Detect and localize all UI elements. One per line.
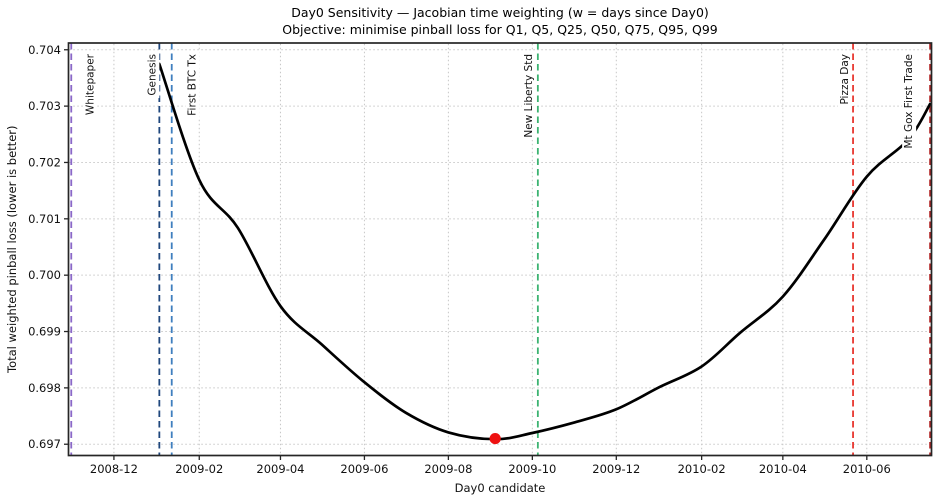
y-tick-label: 0.703 <box>28 99 61 113</box>
x-tick-label: 2009-10 <box>508 462 556 476</box>
y-tick-label: 0.702 <box>28 155 61 169</box>
event-label-text: Pizza Day <box>839 54 851 105</box>
x-tick-label: 2008-12 <box>90 462 138 476</box>
x-tick-label: 2010-06 <box>843 462 891 476</box>
y-tick-label: 0.698 <box>28 381 61 395</box>
event-label-genesis: Genesis <box>145 51 160 99</box>
chart-header: Day0 Sensitivity — Jacobian time weighti… <box>282 4 717 38</box>
event-label-text: Whitepaper <box>84 53 96 115</box>
loss-curve <box>157 62 932 441</box>
x-tick-label: 2009-04 <box>256 462 304 476</box>
event-label-text: Mt Gox First Trade <box>903 54 915 149</box>
event-label-whitepaper: Whitepaper <box>83 50 98 118</box>
event-label-bg <box>521 51 536 141</box>
x-tick-label: 2009-08 <box>424 462 472 476</box>
y-tick-label: 0.701 <box>28 212 61 226</box>
event-label-bg <box>145 51 160 99</box>
event-label-text: Genesis <box>146 54 158 96</box>
event-label-bg <box>838 51 853 108</box>
event-label-bg <box>83 50 98 118</box>
event-label-mt-gox-first-trade: Mt Gox First Trade <box>902 51 917 151</box>
chart-subtitle: Objective: minimise pinball loss for Q1,… <box>282 22 718 37</box>
y-axis-label: Total weighted pinball loss (lower is be… <box>5 126 19 374</box>
y-tick-label: 0.700 <box>28 268 61 282</box>
minimum-marker <box>489 432 501 445</box>
x-tick-label: 2009-12 <box>592 462 640 476</box>
event-label-pizza-day: Pizza Day <box>838 51 853 108</box>
chart-title: Day0 Sensitivity — Jacobian time weighti… <box>291 5 709 20</box>
x-tick-label: 2010-04 <box>759 462 807 476</box>
event-label-text: New Liberty Std <box>523 54 535 138</box>
x-tick-label: 2010-02 <box>678 462 726 476</box>
plot-border <box>67 42 933 457</box>
y-tick-label: 0.704 <box>28 43 61 57</box>
event-label-bg <box>902 51 917 151</box>
y-tick-label: 0.697 <box>28 437 61 451</box>
event-label-text: First BTC Tx <box>187 54 199 116</box>
event-label-bg <box>185 51 200 119</box>
event-label-first-btc-tx: First BTC Tx <box>185 51 200 119</box>
x-axis-label: Day0 candidate <box>455 481 546 495</box>
event-label-new-liberty-std: New Liberty Std <box>521 51 536 141</box>
x-tick-label: 2009-02 <box>175 462 223 476</box>
x-tick-label: 2009-06 <box>340 462 388 476</box>
y-tick-label: 0.699 <box>28 325 61 339</box>
